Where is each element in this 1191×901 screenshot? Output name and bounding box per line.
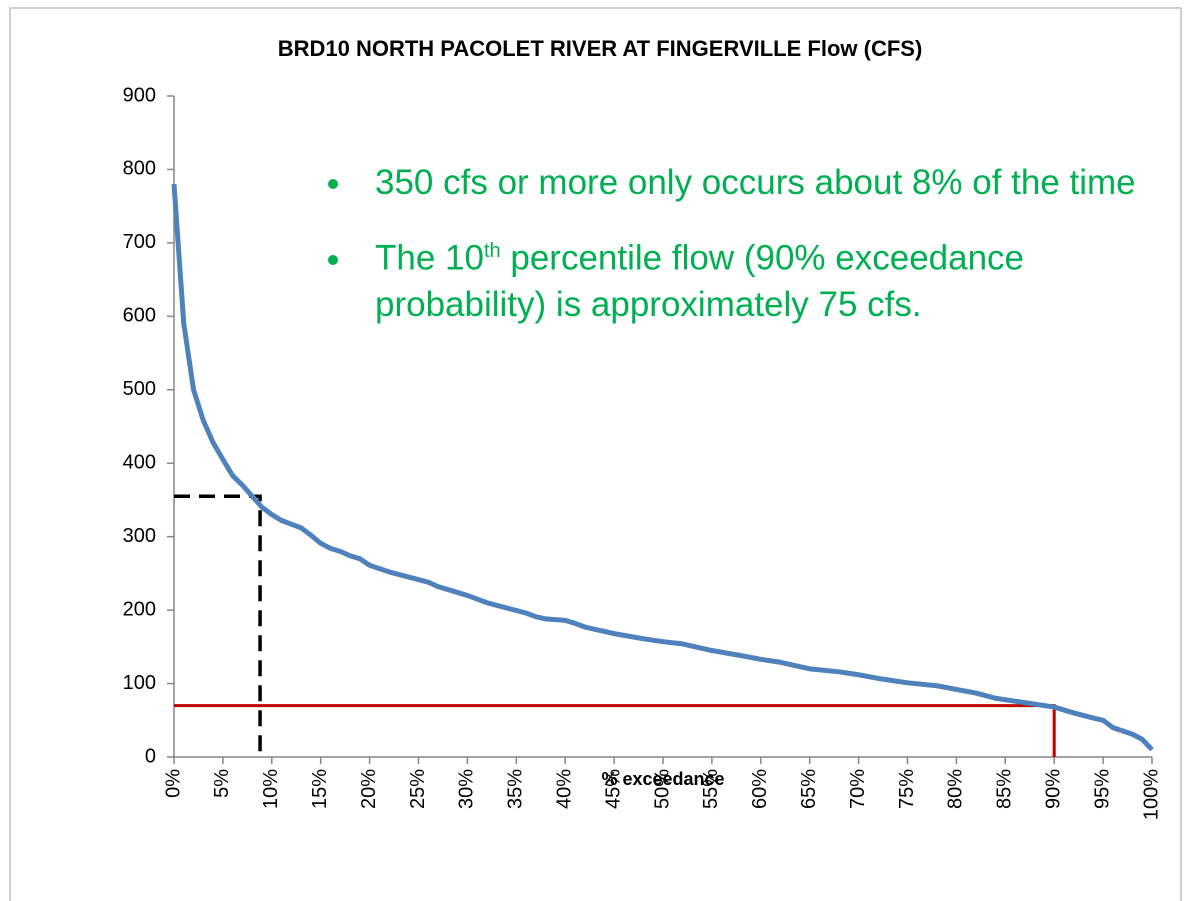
flow-line: [171, 183, 1154, 752]
x-tick-label: 0%: [162, 769, 184, 798]
x-tick-label: 60%: [749, 769, 771, 809]
x-tick-label: 75%: [896, 769, 918, 809]
chart-border: [9, 7, 1182, 901]
x-tick-label: 50%: [651, 769, 673, 809]
x-tick-label: 80%: [945, 769, 967, 809]
annotation-text: The 10: [375, 238, 484, 278]
x-tick-label: 45%: [602, 769, 624, 809]
annotation: 350 cfs or more only occurs about 8% of …: [355, 160, 1185, 206]
x-tick-label: 100%: [1140, 769, 1162, 820]
y-tick-label: 900: [123, 84, 156, 106]
x-tick-label: 90%: [1042, 769, 1064, 809]
x-tick-label: 15%: [309, 769, 331, 809]
chart-title: BRD10 NORTH PACOLET RIVER AT FINGERVILLE…: [278, 36, 923, 61]
x-axis-title: % exceedance: [601, 769, 724, 789]
x-tick-label: 95%: [1091, 769, 1113, 809]
annotation-superscript: th: [483, 240, 501, 262]
annotation: The 10th percentile flow (90% exceedance…: [355, 228, 1185, 328]
reference-line: [174, 494, 262, 757]
x-tick-label: 5%: [211, 769, 233, 798]
x-tick-label: 20%: [358, 769, 380, 809]
x-tick-label: 55%: [700, 769, 722, 809]
x-tick-label: 35%: [505, 769, 527, 809]
y-tick-label: 400: [123, 452, 156, 474]
annotation-text: percentile flow (90% exceedance probabil…: [375, 238, 1025, 324]
y-tick-label: 500: [123, 378, 156, 400]
x-tick-label: 85%: [994, 769, 1016, 809]
y-tick-label: 100: [123, 672, 156, 694]
x-tick-label: 70%: [847, 769, 869, 809]
reference-line: [174, 704, 1056, 757]
x-tick-label: 25%: [407, 769, 429, 809]
annotations: 350 cfs or more only occurs about 8% of …: [300, 160, 1185, 350]
x-tick-label: 40%: [553, 769, 575, 809]
annotation-text: 350 cfs or more only occurs about 8% of …: [375, 163, 1136, 202]
y-tick-label: 0: [145, 745, 156, 767]
y-tick-label: 600: [123, 305, 156, 327]
y-tick-label: 200: [123, 598, 156, 620]
x-tick-label: 10%: [260, 769, 282, 809]
y-tick-label: 800: [123, 158, 156, 180]
y-tick-label: 300: [123, 525, 156, 547]
x-tick-label: 65%: [798, 769, 820, 809]
y-tick-label: 700: [123, 231, 156, 253]
x-tick-label: 30%: [456, 769, 478, 809]
